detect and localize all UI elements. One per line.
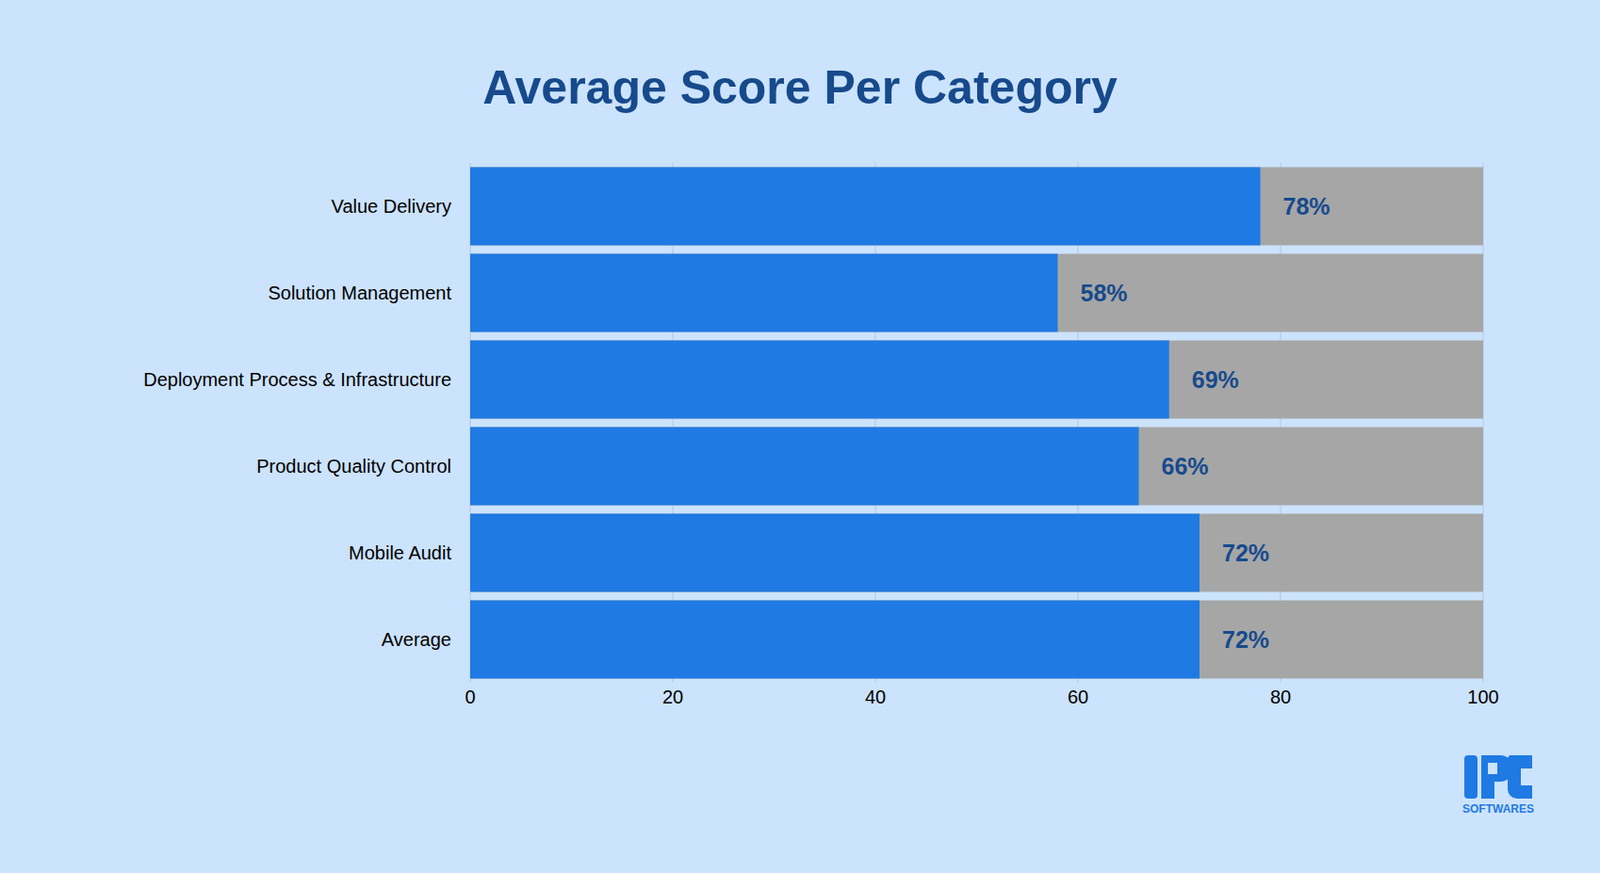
svg-text:0: 0 xyxy=(464,686,475,708)
html-text:SOFTWARES: SOFTWARES xyxy=(1462,802,1535,817)
svg-text:20: 20 xyxy=(662,686,684,708)
svg-text:60: 60 xyxy=(1067,686,1089,708)
svg-text:72%: 72% xyxy=(1222,626,1270,654)
svg-text:Value Delivery: Value Delivery xyxy=(331,195,452,217)
svg-text:58%: 58% xyxy=(1080,279,1128,307)
svg-text:69%: 69% xyxy=(1191,366,1240,393)
svg-text:100: 100 xyxy=(1467,686,1499,708)
svg-text:Product Quality Control: Product Quality Control xyxy=(256,456,452,477)
svg-text:40: 40 xyxy=(865,686,886,708)
html-text:Average Score Per Category: Average Score Per Category xyxy=(482,61,1118,115)
svg-text:80: 80 xyxy=(1270,686,1291,708)
svg-text:Mobile Audit: Mobile Audit xyxy=(348,542,452,564)
svg-text:72%: 72% xyxy=(1222,539,1270,567)
svg-text:66%: 66% xyxy=(1161,453,1209,480)
svg-text:78%: 78% xyxy=(1283,193,1331,220)
svg-text:Average: Average xyxy=(381,629,452,651)
svg-text:Deployment Process & Infrastru: Deployment Process & Infrastructure xyxy=(143,369,452,391)
svg-text:Solution Management: Solution Management xyxy=(267,282,452,304)
